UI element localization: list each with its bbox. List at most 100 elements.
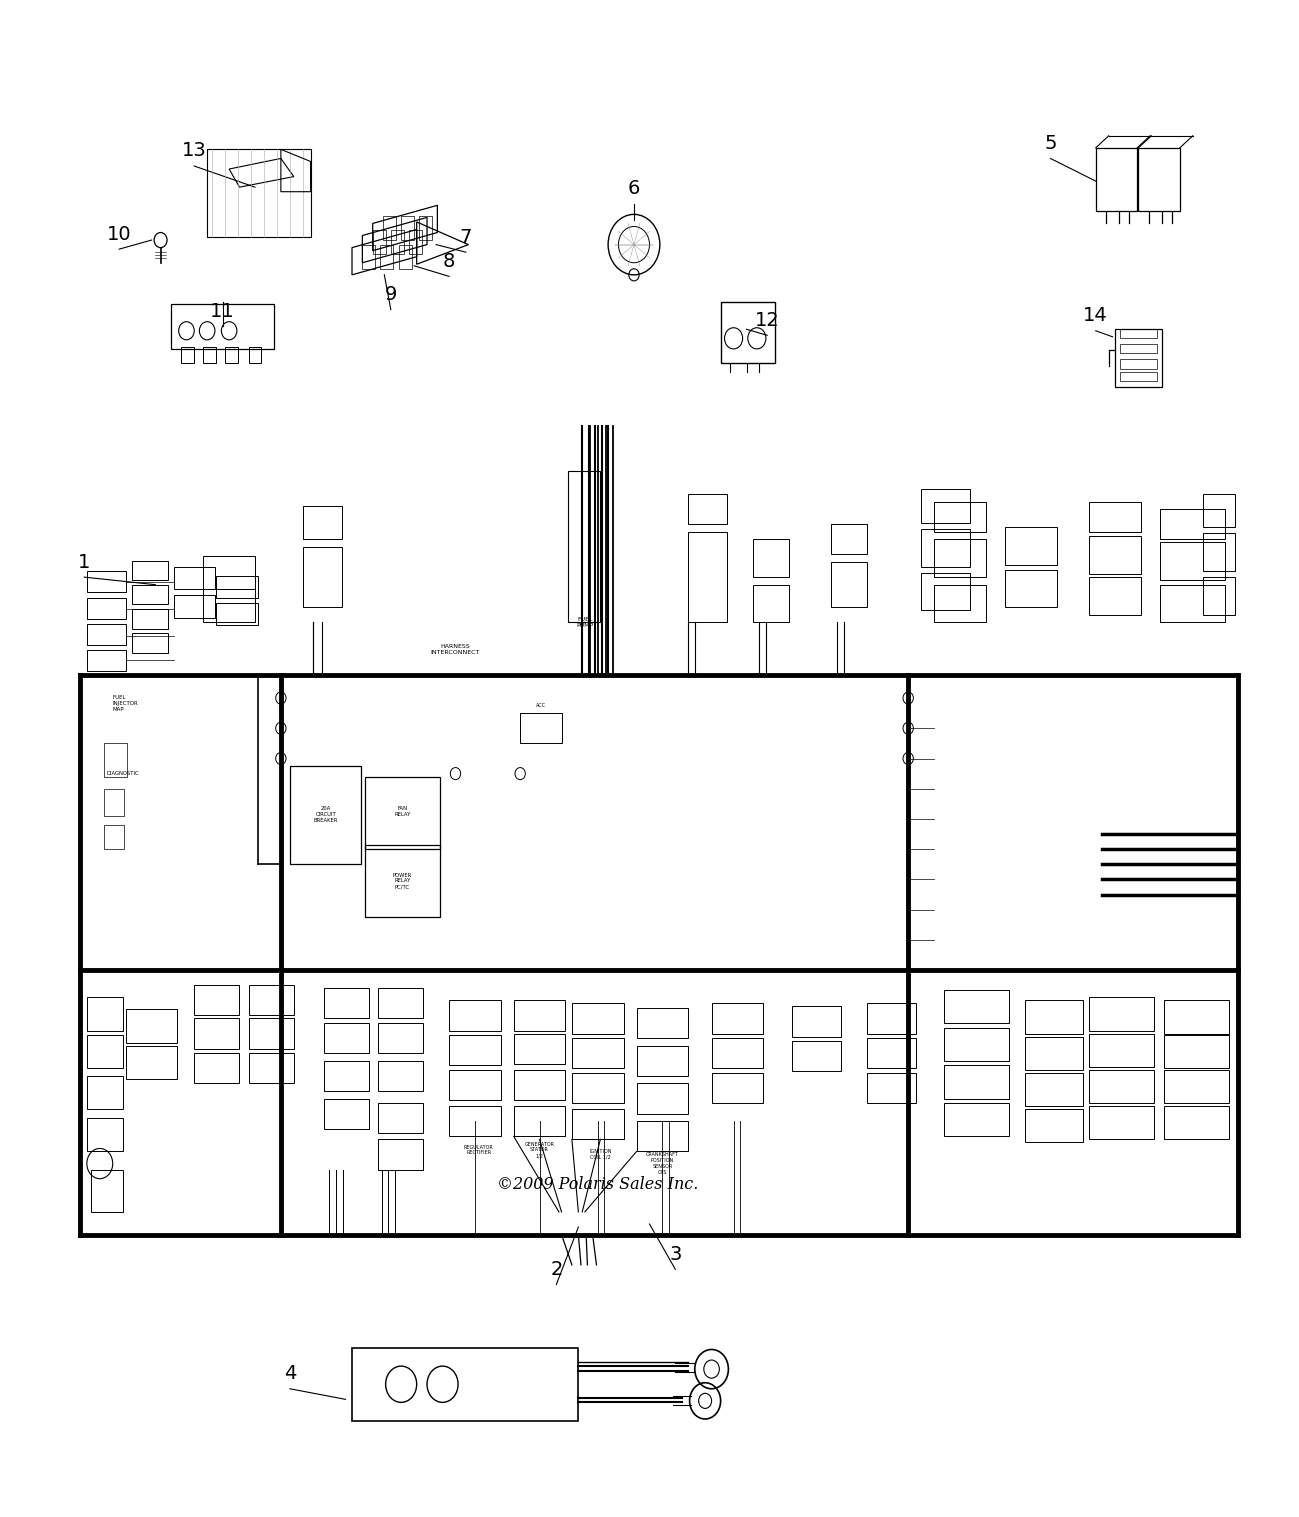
Bar (513, 1000, 565, 1030)
Bar (513, 1033, 565, 1063)
Bar (182, 347, 195, 363)
Bar (1138, 147, 1179, 211)
Bar (934, 584, 986, 622)
Text: FUEL
PUMP: FUEL PUMP (577, 617, 594, 628)
Bar (1025, 1000, 1083, 1033)
Text: FUEL
INJECTOR
MAP: FUEL INJECTOR MAP (113, 695, 139, 711)
Bar (373, 231, 386, 255)
Bar (1164, 1000, 1229, 1033)
Bar (399, 244, 412, 269)
Bar (378, 1139, 423, 1170)
Bar (1090, 1106, 1154, 1139)
Text: 6: 6 (627, 179, 640, 199)
Bar (401, 215, 414, 240)
Bar (126, 1045, 178, 1079)
Bar (365, 845, 440, 918)
Bar (572, 1038, 624, 1068)
Text: 11: 11 (210, 302, 235, 320)
Bar (248, 1018, 294, 1048)
Bar (1203, 576, 1235, 614)
Bar (1203, 495, 1235, 528)
Text: 20A
CIRCUIT
BREAKER: 20A CIRCUIT BREAKER (314, 806, 338, 822)
Bar (712, 1073, 764, 1103)
Bar (712, 1038, 764, 1068)
Bar (1025, 1036, 1083, 1069)
Bar (248, 347, 261, 363)
Bar (132, 633, 169, 652)
Text: IGNITION
COIL 1/2: IGNITION COIL 1/2 (590, 1148, 612, 1161)
Bar (378, 988, 423, 1018)
Bar (323, 1022, 369, 1053)
Bar (378, 1103, 423, 1133)
Bar (1160, 543, 1225, 579)
Bar (203, 555, 255, 589)
Bar (104, 825, 125, 850)
Bar (362, 244, 375, 269)
Bar (216, 575, 257, 598)
Text: 13: 13 (182, 141, 207, 161)
Bar (1164, 1035, 1229, 1068)
Bar (830, 525, 866, 554)
Text: ©2009 Polaris Sales Inc.: ©2009 Polaris Sales Inc. (498, 1176, 699, 1194)
Bar (1090, 502, 1141, 532)
Bar (1096, 147, 1137, 211)
Bar (303, 548, 342, 607)
Bar (378, 1060, 423, 1091)
Bar (866, 1073, 916, 1103)
Bar (572, 1073, 624, 1103)
Bar (174, 566, 214, 589)
Text: 7: 7 (460, 228, 472, 247)
Bar (132, 560, 169, 579)
Bar (203, 347, 216, 363)
Text: 10: 10 (107, 225, 131, 244)
Bar (248, 1053, 294, 1083)
Bar (1120, 372, 1156, 381)
Bar (449, 1035, 500, 1065)
Bar (195, 985, 239, 1015)
Bar (513, 1069, 565, 1100)
Bar (87, 649, 126, 671)
Bar (87, 598, 126, 619)
Bar (1160, 584, 1225, 622)
Text: 9: 9 (385, 285, 397, 303)
Bar (1005, 528, 1057, 564)
Bar (637, 1045, 688, 1076)
Bar (944, 1027, 1009, 1060)
Bar (203, 589, 255, 622)
Bar (91, 1170, 123, 1212)
Bar (216, 602, 257, 625)
Bar (934, 502, 986, 532)
Bar (365, 777, 440, 850)
Bar (792, 1041, 840, 1071)
Bar (1203, 534, 1235, 570)
Bar (866, 1038, 916, 1068)
Bar (87, 1118, 123, 1151)
Bar (87, 997, 123, 1030)
Bar (409, 231, 422, 255)
Text: POWER
RELAY
PC/TC: POWER RELAY PC/TC (392, 872, 412, 889)
Bar (248, 985, 294, 1015)
Bar (1160, 510, 1225, 540)
Bar (1005, 569, 1057, 607)
Bar (637, 1007, 688, 1038)
Bar (126, 1009, 178, 1042)
Bar (572, 1109, 624, 1139)
Bar (383, 215, 396, 240)
Bar (171, 303, 274, 349)
Bar (721, 302, 776, 363)
Text: 3: 3 (669, 1245, 682, 1264)
Bar (1090, 537, 1141, 573)
Bar (195, 1018, 239, 1048)
Bar (1090, 1033, 1154, 1066)
Bar (520, 713, 561, 743)
Bar (195, 1053, 239, 1083)
Text: 14: 14 (1083, 306, 1108, 325)
Text: 5: 5 (1044, 133, 1056, 153)
Bar (944, 989, 1009, 1022)
Bar (866, 1003, 916, 1033)
Bar (420, 215, 433, 240)
Bar (944, 1065, 1009, 1098)
Text: 1: 1 (78, 552, 91, 572)
Bar (323, 1098, 369, 1129)
Bar (1120, 360, 1156, 369)
